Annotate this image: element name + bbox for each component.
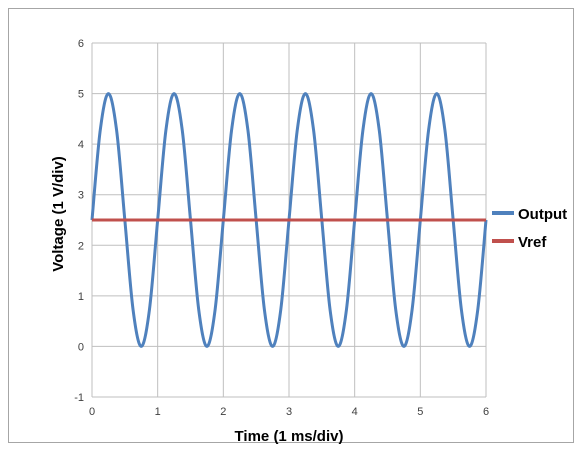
series-group (90, 92, 488, 348)
y-axis-title: Voltage (1 V/div) (50, 156, 67, 272)
y-tick-label: 2 (78, 240, 84, 252)
y-tick-label: 4 (78, 139, 84, 151)
y-tick-labels: -1 0 1 2 3 4 5 6 (74, 38, 84, 404)
y-tick-label: 5 (78, 89, 84, 101)
chart-frame (8, 8, 574, 443)
y-tick-label: 1 (78, 291, 84, 303)
x-tick-label: 3 (286, 406, 292, 418)
x-tick-label: 2 (220, 406, 226, 418)
x-tick-labels: 0 1 2 3 4 5 6 (89, 406, 489, 418)
x-tick-label: 1 (155, 406, 161, 418)
y-tick-label: 3 (78, 190, 84, 202)
y-tick-label: 0 (78, 341, 84, 353)
legend-label-vref: Vref (518, 234, 547, 251)
y-tick-label: 6 (78, 38, 84, 50)
x-tick-label: 5 (417, 406, 423, 418)
x-axis-title: Time (1 ms/div) (235, 428, 344, 445)
x-tick-label: 0 (89, 406, 95, 418)
legend-label-output: Output (518, 206, 567, 223)
x-tick-label: 4 (352, 406, 358, 418)
legend: Output Vref (492, 206, 567, 251)
y-tick-label: -1 (74, 392, 84, 404)
x-tick-label: 6 (483, 406, 489, 418)
